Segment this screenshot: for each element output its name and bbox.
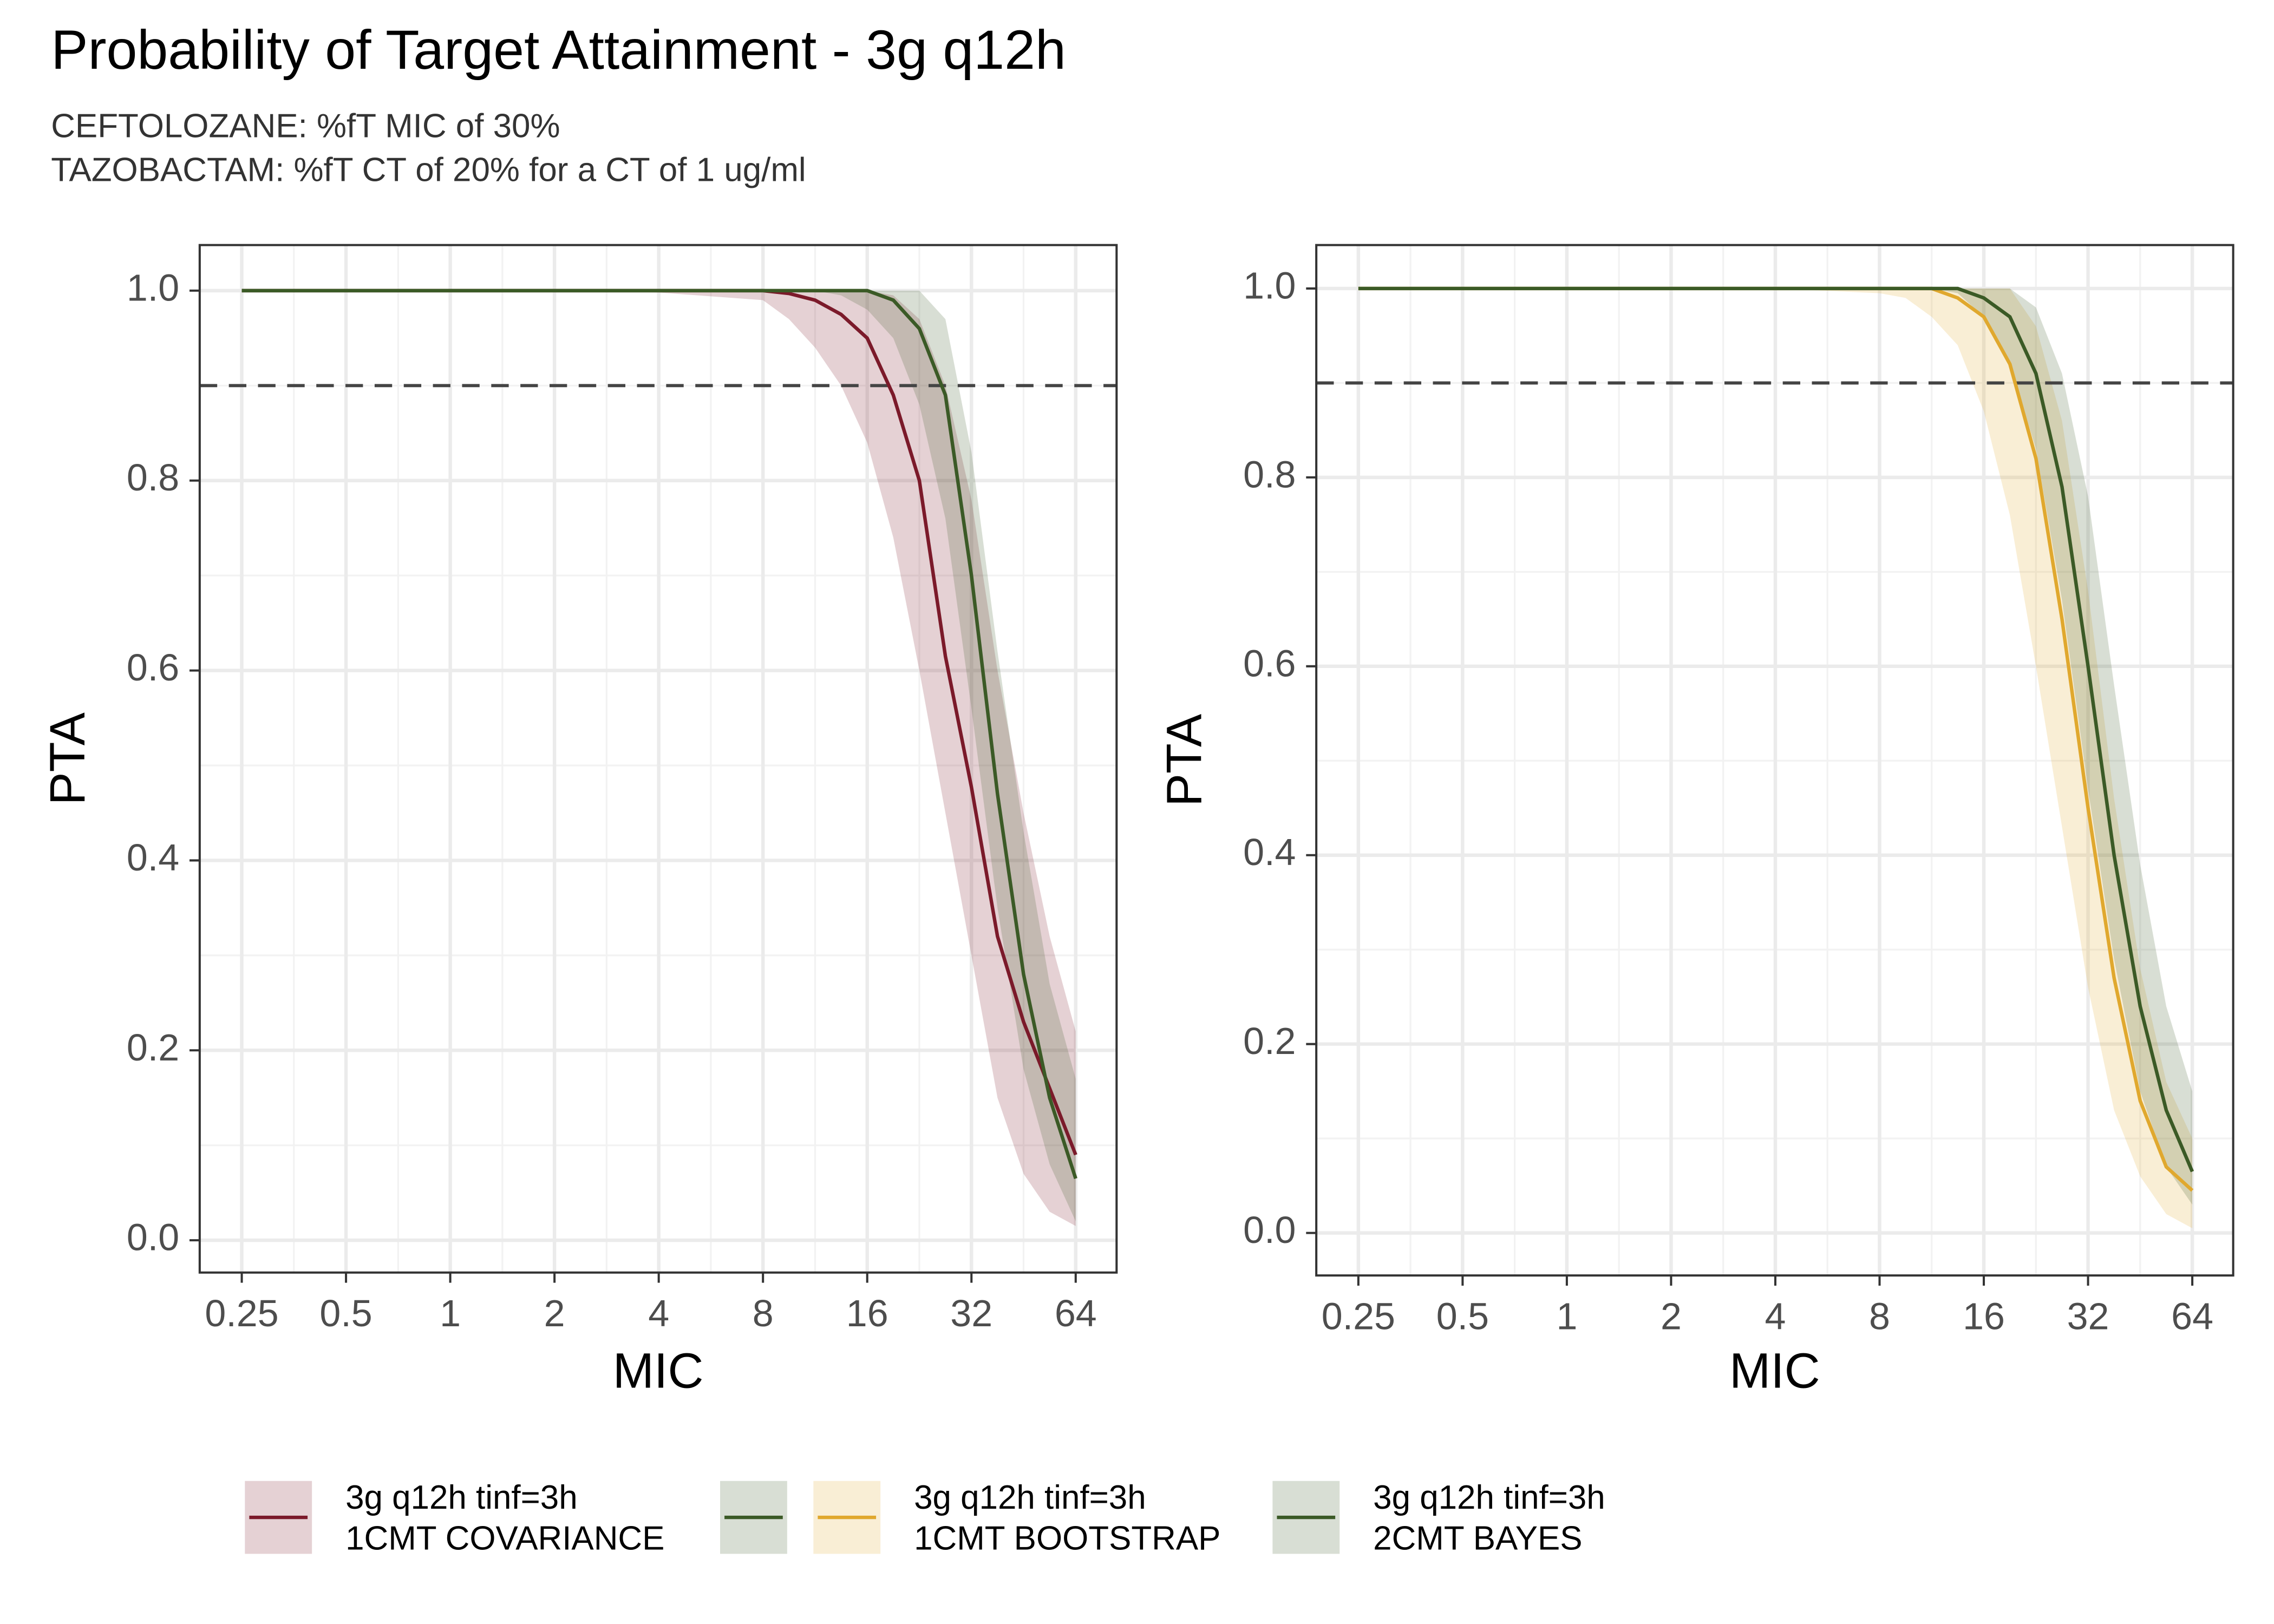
y-tick-label: 0.2: [127, 1026, 179, 1069]
panel-border: [198, 244, 1118, 1274]
legend-label: 3g q12h tinf=3h: [345, 1479, 578, 1516]
y-tick-label: 0.6: [1243, 642, 1296, 684]
x-tick-label: 8: [1869, 1295, 1890, 1337]
legend-label: 2CMT BAYES: [1373, 1520, 1582, 1557]
x-tick-label: 8: [753, 1292, 774, 1334]
chart-title: Probability of Target Attainment - 3g q1…: [51, 18, 1066, 81]
x-tick-label: 64: [1055, 1292, 1097, 1334]
chart-subtitle: CEFTOLOZANE: %fT MIC of 30%: [51, 108, 560, 145]
x-tick-label: 16: [846, 1292, 888, 1334]
line: [241, 289, 1077, 1180]
x-tick-label: 32: [950, 1292, 992, 1334]
x-tick-label: 0.5: [319, 1292, 372, 1334]
panel: 0.25 0.5 1 2 4 8 16 32 64 0.0 0.2 0.4 0.6 0.8 1.0 MIC PT…: [1156, 244, 2234, 1398]
x-tick-label: 0.25: [1322, 1295, 1395, 1337]
y-tick-label: 0.8: [1243, 453, 1296, 495]
x-tick-label: 4: [1765, 1295, 1786, 1337]
x-tick-label: 1: [440, 1292, 461, 1334]
x-tick-label: 32: [2067, 1295, 2109, 1337]
x-tick-label: 16: [1963, 1295, 2005, 1337]
y-tick-label: 1.0: [1243, 264, 1296, 306]
x-axis-title: MIC: [613, 1343, 704, 1398]
line: [1358, 286, 2194, 1173]
legend-item: 3g q12h tinf=3h 2CMT BAYES: [1272, 1479, 1605, 1557]
legend-label: 3g q12h tinf=3h: [914, 1479, 1146, 1516]
x-axis-title: MIC: [1729, 1343, 1820, 1398]
x-tick-label: 4: [648, 1292, 669, 1334]
chart-subtitle: TAZOBACTAM: %fT CT of 20% for a CT of 1 …: [51, 151, 806, 188]
x-tick-label: 1: [1556, 1295, 1577, 1337]
panel: 0.25 0.5 1 2 4 8 16 32 64 0.0 0.2 0.4 0.6 0.8 1.0 MIC PT…: [40, 244, 1118, 1398]
legend-item: 3g q12h tinf=3h 1CMT BOOTSTRAP: [813, 1479, 1220, 1557]
panel-border: [1315, 244, 2234, 1277]
y-axis-title: PTA: [1156, 714, 1212, 807]
x-tick-label: 0.25: [205, 1292, 278, 1334]
y-tick-label: 0.0: [1243, 1209, 1296, 1251]
y-tick-label: 0.4: [1243, 831, 1296, 873]
x-tick-label: 2: [544, 1292, 565, 1334]
y-tick-label: 0.6: [127, 646, 179, 689]
y-tick-label: 0.4: [127, 836, 179, 879]
y-axis-title: PTA: [40, 712, 95, 805]
legend-item: 3g q12h tinf=3h 1CMT COVARIANCE: [245, 1479, 664, 1557]
x-tick-label: 2: [1661, 1295, 1682, 1337]
y-tick-label: 1.0: [127, 266, 179, 309]
x-tick-label: 64: [2171, 1295, 2213, 1337]
legend-label: 3g q12h tinf=3h: [1373, 1479, 1605, 1516]
legend-label: 1CMT COVARIANCE: [345, 1520, 664, 1557]
legend-item: [720, 1481, 787, 1554]
y-tick-label: 0.2: [1243, 1020, 1296, 1062]
legend-label: 1CMT BOOTSTRAP: [914, 1520, 1220, 1557]
y-tick-label: 0.0: [127, 1216, 179, 1259]
y-tick-label: 0.8: [127, 456, 179, 499]
x-tick-label: 0.5: [1436, 1295, 1489, 1337]
